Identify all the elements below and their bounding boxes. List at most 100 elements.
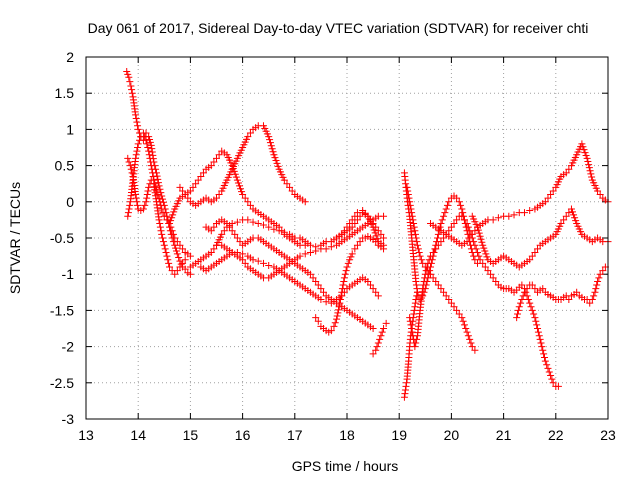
data-point xyxy=(232,173,240,181)
data-point xyxy=(526,256,534,264)
data-point xyxy=(573,288,581,296)
data-point xyxy=(314,281,322,289)
data-point xyxy=(466,335,474,343)
data-point xyxy=(159,238,167,246)
data-point xyxy=(413,335,421,343)
data-point xyxy=(124,70,132,78)
data-point xyxy=(338,285,346,293)
data-point xyxy=(152,187,160,195)
data-point xyxy=(179,259,187,267)
data-point xyxy=(458,212,466,220)
data-point xyxy=(327,243,335,251)
data-point xyxy=(406,314,414,322)
data-point xyxy=(213,194,220,202)
data-point xyxy=(146,136,154,144)
y-tick-label: 0.5 xyxy=(55,158,75,174)
data-point xyxy=(455,198,463,206)
data-point xyxy=(334,309,342,317)
data-point xyxy=(372,238,380,246)
data-point xyxy=(134,140,142,148)
data-point xyxy=(445,198,453,206)
data-point xyxy=(528,252,536,260)
series-arc-13 xyxy=(400,288,421,401)
data-point xyxy=(123,67,131,75)
y-tick-label: 2 xyxy=(66,49,74,65)
data-point xyxy=(207,162,215,170)
data-point xyxy=(429,248,437,256)
data-point xyxy=(484,267,492,275)
data-point xyxy=(177,260,185,268)
data-point xyxy=(528,281,536,289)
data-point xyxy=(312,277,320,285)
data-point xyxy=(468,230,476,238)
data-point xyxy=(592,285,600,293)
data-point xyxy=(366,216,374,224)
data-point xyxy=(169,211,177,219)
data-point xyxy=(171,270,179,278)
data-point xyxy=(492,277,500,285)
data-point xyxy=(306,241,314,249)
x-tick-label: 23 xyxy=(600,427,616,443)
data-point xyxy=(220,227,228,235)
data-point xyxy=(457,201,465,209)
x-tick-labels: 13 14 15 16 17 18 19 20 21 22 23 xyxy=(78,427,616,443)
data-point xyxy=(181,265,189,273)
data-point xyxy=(380,212,388,220)
data-point xyxy=(403,379,411,387)
data-point xyxy=(228,220,236,228)
data-point xyxy=(413,241,421,249)
data-point xyxy=(408,212,416,220)
data-point xyxy=(588,173,596,181)
data-point xyxy=(154,175,162,183)
data-point xyxy=(166,220,174,228)
data-point xyxy=(489,274,497,282)
data-point xyxy=(480,244,488,252)
data-point xyxy=(515,303,523,311)
y-tick-label: -2 xyxy=(62,339,75,355)
data-point xyxy=(210,223,218,231)
data-point xyxy=(531,248,539,256)
data-point xyxy=(189,183,197,191)
data-point xyxy=(132,154,140,162)
data-point xyxy=(132,111,140,119)
data-point xyxy=(442,205,450,213)
data-point xyxy=(405,194,413,202)
data-point xyxy=(356,238,364,246)
data-point xyxy=(162,248,170,256)
y-tick-label: -1.5 xyxy=(50,302,74,318)
data-point xyxy=(259,221,267,229)
x-tick-label: 19 xyxy=(391,427,407,443)
data-point xyxy=(176,241,184,249)
y-tick-label: 0 xyxy=(66,194,74,210)
data-point xyxy=(534,245,542,253)
data-point xyxy=(173,238,181,246)
data-point xyxy=(132,151,140,159)
data-point xyxy=(455,310,463,318)
data-point xyxy=(494,214,502,222)
data-point xyxy=(459,317,467,325)
data-point xyxy=(518,296,526,304)
data-point xyxy=(237,185,245,193)
data-point xyxy=(376,335,384,343)
data-point xyxy=(341,270,349,278)
data-point xyxy=(158,205,166,213)
data-point xyxy=(141,133,149,141)
data-point xyxy=(249,256,257,264)
data-point xyxy=(476,256,484,264)
x-tick-label: 20 xyxy=(444,427,460,443)
data-point xyxy=(348,250,356,258)
data-point xyxy=(450,303,458,311)
data-point xyxy=(339,281,347,289)
data-point xyxy=(164,256,172,264)
data-point xyxy=(569,208,577,216)
data-point xyxy=(266,139,274,147)
data-point xyxy=(175,254,183,262)
data-point xyxy=(432,245,440,253)
data-point xyxy=(505,212,513,220)
data-point xyxy=(320,288,328,296)
data-point xyxy=(483,253,491,261)
data-point xyxy=(241,194,249,202)
data-point xyxy=(425,256,433,264)
data-point xyxy=(133,198,141,206)
data-point xyxy=(562,169,570,177)
